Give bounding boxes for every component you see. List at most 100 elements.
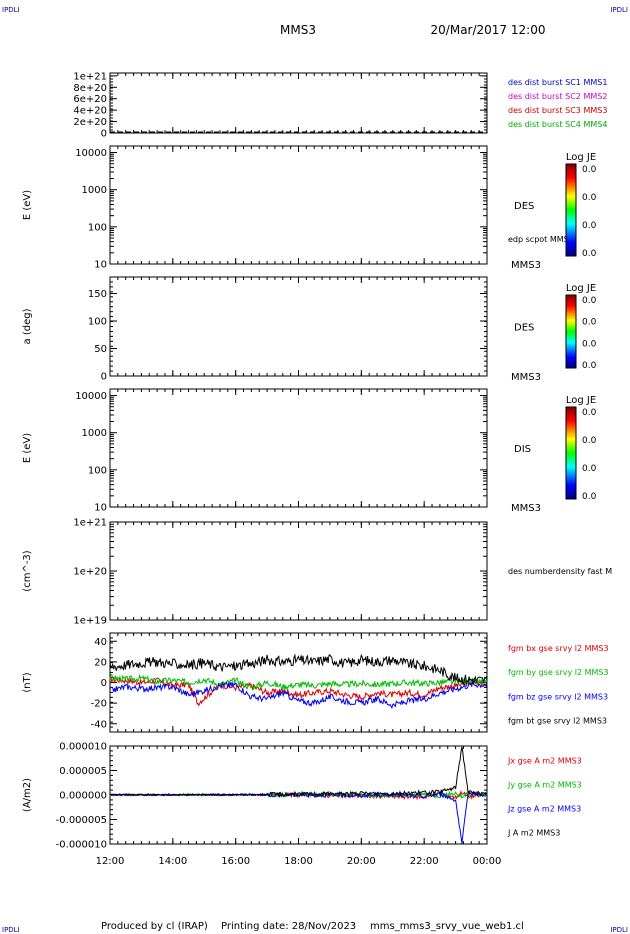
spacecraft-title: MMS3 — [280, 23, 316, 37]
y-tick-label: 0 — [101, 678, 107, 689]
corner-label-bottom-left: IPDLI — [2, 926, 20, 934]
species-label: DIS — [514, 444, 531, 455]
legend-entry: des dist burst SC4 MMS4 — [508, 120, 607, 129]
legend-entry: fgm bt gse srvy l2 MMS3 — [508, 717, 607, 726]
y-tick-label: 150 — [88, 289, 107, 300]
y-tick-label: 10 — [94, 503, 107, 514]
series-line — [109, 680, 488, 710]
legend-entry: fgm bz gse srvy l2 MMS3 — [508, 692, 608, 701]
footer-produced-by: Produced by cl (IRAP) — [101, 921, 208, 932]
legend-entry: des dist burst SC1 MMS1 — [508, 78, 607, 87]
spacecraft-label: MMS3 — [511, 260, 541, 271]
colorbar-label: 0.0 — [582, 221, 597, 231]
species-label: DES — [514, 323, 534, 334]
y-axis-label: (cm^-3) — [22, 550, 33, 591]
legend-entry: des dist burst SC2 MMS2 — [508, 92, 607, 101]
y-tick-label: 1e+19 — [73, 616, 107, 627]
y-tick-label: 0.000010 — [59, 742, 107, 753]
colorbar-label: 0.0 — [582, 361, 597, 371]
date-title: 20/Mar/2017 12:00 — [431, 23, 546, 37]
colorbar-label: 0.0 — [582, 492, 597, 502]
legend-entry: fgm by gse srvy l2 MMS3 — [508, 668, 609, 677]
y-tick-label: 50 — [94, 344, 107, 355]
panel-des-energy: 10000 1000 100 10 E (eV) DES MMS3 edp scpot MMS… — [22, 145, 597, 271]
y-axis-label: a (deg) — [22, 308, 33, 344]
panel-magnetic-field: 40 20 0 -20 -40 (nT) fgm bx gse srvy l2 MMS3 fg… — [22, 632, 609, 733]
legend-entry: J A m2 MMS3 — [507, 829, 560, 838]
colorbar-label: 0.0 — [582, 318, 597, 328]
x-tick-label: 12:00 — [96, 856, 125, 867]
colorbar-label: 0.0 — [582, 193, 597, 203]
y-tick-label: 10 — [94, 260, 107, 271]
y-tick-label: 1e+20 — [73, 567, 107, 578]
x-tick-label: 18:00 — [284, 856, 313, 867]
y-tick-label: 0 — [101, 129, 107, 140]
x-tick-label: 00:00 — [473, 856, 502, 867]
x-tick-label: 22:00 — [410, 856, 439, 867]
panel-frame — [109, 72, 488, 134]
spacecraft-label: MMS3 — [511, 372, 541, 383]
y-tick-label: -0.000005 — [56, 815, 107, 826]
colorbar-title: Log JE — [566, 395, 596, 406]
legend-entry: Jx gse A m2 MMS3 — [507, 757, 582, 766]
colorbar-label: 0.0 — [582, 436, 597, 446]
colorbar — [565, 406, 577, 500]
x-tick-label: 14:00 — [158, 856, 187, 867]
y-tick-label: 1000 — [82, 185, 107, 196]
y-tick-label: 1e+21 — [73, 518, 107, 529]
colorbar-label: 0.0 — [582, 249, 597, 259]
y-tick-label: 1000 — [82, 428, 107, 439]
colorbar-title: Log JE — [566, 283, 596, 294]
colorbar-title: Log JE — [566, 152, 596, 163]
panel-density: 1e+21 1e+20 1e+19 (cm^-3) des numberdensity … — [22, 518, 612, 627]
y-axis-label: E (eV) — [22, 190, 33, 220]
series-line — [109, 653, 488, 685]
y-tick-label: 100 — [88, 317, 107, 328]
colorbar-label: 0.0 — [582, 464, 597, 474]
series-line — [110, 746, 488, 798]
panel-frame — [109, 276, 488, 377]
y-tick-label: 6e+20 — [73, 94, 107, 105]
species-label: DES — [514, 201, 534, 212]
series-line — [109, 790, 488, 844]
footer-filename: mms_mms3_srvy_vue_web1.cl — [370, 921, 524, 932]
colorbar — [565, 163, 577, 257]
panel-frame — [109, 521, 488, 621]
y-tick-label: 8e+20 — [73, 83, 107, 94]
colorbar-label: 0.0 — [582, 296, 597, 306]
series-line — [109, 673, 488, 691]
y-tick-label: -0.000010 — [56, 840, 107, 851]
x-tick-label: 20:00 — [347, 856, 376, 867]
colorbar — [565, 294, 577, 369]
corner-label-bottom-right: IPDLI — [610, 926, 628, 934]
panel-frame — [109, 145, 488, 265]
y-axis-label: E (eV) — [22, 433, 33, 463]
colorbar-label: 0.0 — [582, 408, 597, 418]
y-tick-label: 2e+20 — [73, 117, 107, 128]
y-axis-label: (nT) — [22, 672, 33, 692]
overlay-label: edp scpot MMS3 — [508, 235, 574, 244]
y-tick-label: 20 — [94, 657, 107, 668]
legend-entry: Jy gse A m2 MMS3 — [507, 781, 582, 790]
spacecraft-label: MMS3 — [511, 503, 541, 514]
colorbar-label: 0.0 — [582, 339, 597, 349]
y-tick-label: 0 — [101, 372, 107, 383]
corner-label-top-right: IPDLI — [610, 6, 628, 14]
y-tick-label: -40 — [91, 719, 107, 730]
legend-entry: fgm bx gse srvy l2 MMS3 — [508, 644, 609, 653]
y-tick-label: 4e+20 — [73, 106, 107, 117]
panel-current-density: 0.000010 0.000005 0.000000 -0.000005 -0.0000… — [22, 742, 582, 868]
y-tick-label: 10000 — [75, 391, 107, 402]
y-tick-label: 0.000000 — [59, 791, 107, 802]
corner-label-top-left: IPDLI — [2, 6, 20, 14]
y-tick-label: 0.000005 — [59, 766, 107, 777]
legend-entry: des dist burst SC3 MMS3 — [508, 106, 607, 115]
panel-dis-energy: 10000 1000 100 10 E (eV) DIS MMS3 Log JE 0.0 0.0 0… — [22, 388, 597, 514]
legend-entry: des numberdensity fast M — [508, 567, 612, 576]
y-tick-label: 1e+21 — [73, 71, 107, 82]
y-tick-label: 100 — [88, 465, 107, 476]
y-tick-label: 10000 — [75, 148, 107, 159]
